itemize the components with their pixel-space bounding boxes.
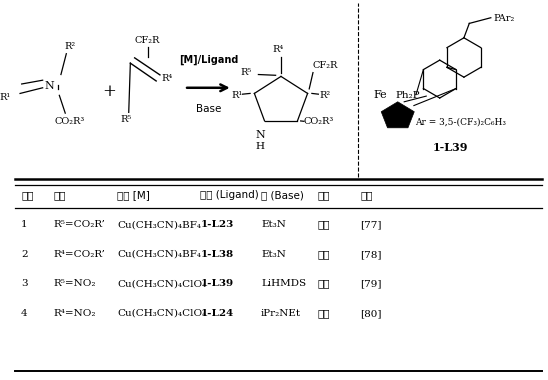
Text: [78]: [78] bbox=[360, 250, 381, 259]
Text: [79]: [79] bbox=[360, 279, 381, 288]
Text: 2: 2 bbox=[21, 250, 28, 259]
Text: R⁵: R⁵ bbox=[241, 68, 252, 77]
Text: LiHMDS: LiHMDS bbox=[261, 279, 306, 288]
Text: 内型: 内型 bbox=[317, 220, 329, 230]
Text: 外型: 外型 bbox=[317, 279, 329, 288]
Text: R¹: R¹ bbox=[0, 93, 11, 102]
Text: 产物: 产物 bbox=[317, 190, 329, 200]
Text: 1-L39: 1-L39 bbox=[200, 279, 233, 288]
Text: N: N bbox=[44, 81, 54, 91]
Text: [80]: [80] bbox=[360, 309, 381, 318]
Text: H: H bbox=[256, 142, 265, 151]
Text: R¹: R¹ bbox=[232, 91, 243, 100]
Text: 配体 (Ligand): 配体 (Ligand) bbox=[200, 190, 259, 200]
Text: [77]: [77] bbox=[360, 220, 381, 230]
Text: R⁴=CO₂R’: R⁴=CO₂R’ bbox=[53, 250, 105, 259]
Text: R⁵: R⁵ bbox=[121, 116, 132, 125]
Polygon shape bbox=[381, 102, 414, 128]
Text: 3: 3 bbox=[21, 279, 28, 288]
Text: N: N bbox=[255, 130, 265, 140]
Text: Cu(CH₃CN)₄BF₄: Cu(CH₃CN)₄BF₄ bbox=[117, 220, 201, 230]
Text: PAr₂: PAr₂ bbox=[494, 14, 515, 23]
Text: CO₂R³: CO₂R³ bbox=[55, 117, 85, 126]
Text: R⁵=CO₂R’: R⁵=CO₂R’ bbox=[53, 220, 105, 230]
Text: 底物: 底物 bbox=[53, 190, 66, 200]
Text: 1-L38: 1-L38 bbox=[200, 250, 233, 259]
Text: R²: R² bbox=[65, 42, 76, 51]
Text: Cu(CH₃CN)₄BF₄: Cu(CH₃CN)₄BF₄ bbox=[117, 250, 201, 259]
Text: Cu(CH₃CN)₄ClO₄: Cu(CH₃CN)₄ClO₄ bbox=[117, 309, 206, 318]
Text: Et₃N: Et₃N bbox=[261, 250, 286, 259]
Text: 文献: 文献 bbox=[360, 190, 373, 200]
Text: 1-L24: 1-L24 bbox=[200, 309, 233, 318]
Text: CF₂R: CF₂R bbox=[135, 36, 160, 45]
Text: +: + bbox=[102, 83, 116, 100]
Text: 金属 [M]: 金属 [M] bbox=[117, 190, 150, 200]
Text: R⁴: R⁴ bbox=[273, 45, 284, 54]
Text: Cu(CH₃CN)₄ClO₄: Cu(CH₃CN)₄ClO₄ bbox=[117, 279, 206, 288]
Text: Ph₂P: Ph₂P bbox=[396, 91, 420, 100]
Text: 1-L23: 1-L23 bbox=[200, 220, 233, 230]
Text: 4: 4 bbox=[21, 309, 28, 318]
Text: Base: Base bbox=[196, 104, 221, 114]
Text: 外型: 外型 bbox=[317, 309, 329, 318]
Text: CO₂R³: CO₂R³ bbox=[304, 117, 334, 126]
Text: R⁴: R⁴ bbox=[162, 74, 173, 83]
Text: 1-L39: 1-L39 bbox=[433, 142, 468, 153]
Text: 外型: 外型 bbox=[317, 250, 329, 259]
Text: Ar = 3,5-(CF₃)₂C₆H₃: Ar = 3,5-(CF₃)₂C₆H₃ bbox=[415, 117, 506, 126]
Text: R⁴=NO₂: R⁴=NO₂ bbox=[53, 309, 96, 318]
Text: 1: 1 bbox=[21, 220, 28, 230]
Text: iPr₂NEt: iPr₂NEt bbox=[261, 309, 301, 318]
Text: 编号: 编号 bbox=[21, 190, 33, 200]
Text: R⁵=NO₂: R⁵=NO₂ bbox=[53, 279, 96, 288]
Text: Fe: Fe bbox=[374, 90, 387, 100]
Text: R²: R² bbox=[319, 91, 330, 100]
Text: 碱 (Base): 碱 (Base) bbox=[261, 190, 304, 200]
Text: Et₃N: Et₃N bbox=[261, 220, 286, 230]
Text: CF₂R: CF₂R bbox=[313, 60, 338, 70]
Text: [M]/Ligand: [M]/Ligand bbox=[179, 54, 238, 65]
